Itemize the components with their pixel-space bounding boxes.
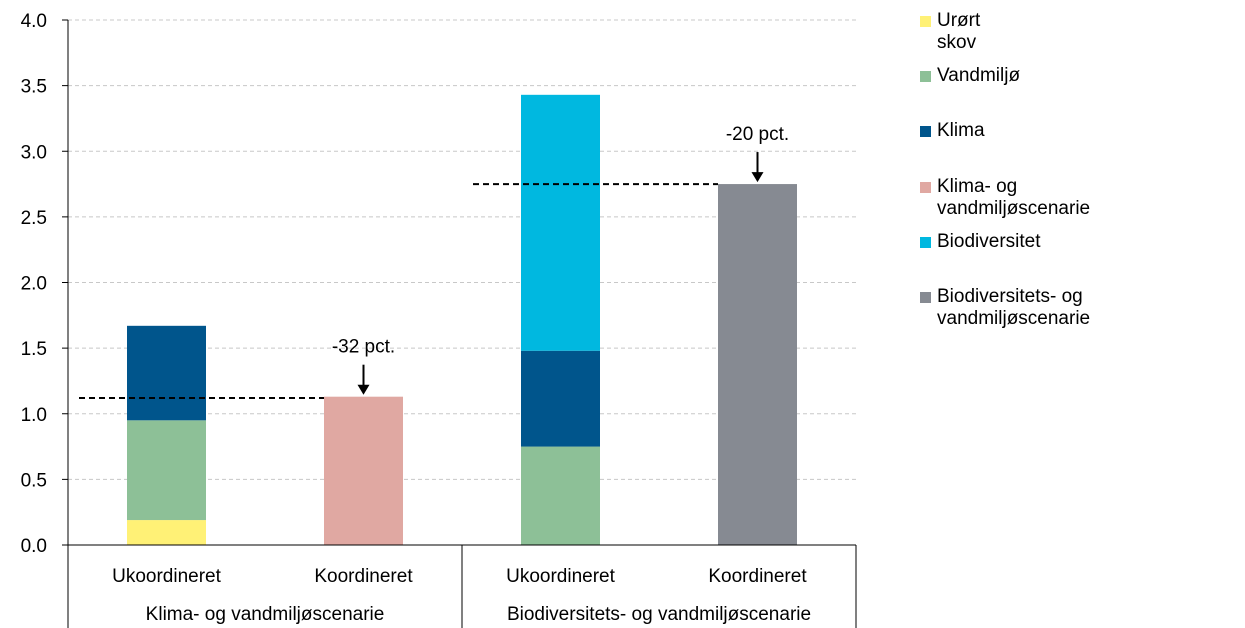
legend-label: Klima- og vandmiljøscenarie [937, 176, 1091, 219]
legend-item-biodiversitets-og-vandmiljoscenarie: Biodiversitets- og vandmiljøscenarie [920, 286, 1090, 330]
bar-segment [127, 420, 206, 521]
arrow-head [751, 172, 764, 183]
legend-item-biodiversitet: Biodiversitet [920, 231, 1041, 253]
bar-segment [127, 325, 206, 421]
bar-segment [718, 184, 797, 545]
x-category-labels: Ukoordineret Koordineret Ukoordineret Koord… [112, 566, 811, 625]
legend-swatch [920, 71, 931, 82]
legend-label: Biodiversitet [937, 231, 1041, 252]
annotation-label: -20 pct. [726, 124, 789, 145]
x-group-label: Biodiversitets- og vandmiljøscenarie [507, 604, 811, 625]
y-tick-label: 0.0 [21, 536, 47, 557]
x-category-label: Ukoordineret [506, 566, 615, 587]
legend-label: Klima [937, 120, 985, 141]
y-tick-label: 4.0 [21, 11, 47, 32]
legend-item-klima: Klima [920, 120, 985, 142]
bars [127, 94, 797, 545]
legend-item-klima-og-vandmiljoscenarie: Klima- og vandmiljøscenarie [920, 176, 1090, 220]
gridlines [68, 19, 856, 480]
legend-swatch [920, 126, 931, 137]
annotations: -32 pct. -20 pct. [332, 124, 789, 395]
y-tick-labels: 0.0 0.5 1.0 1.5 2.0 2.5 3.0 3.5 4.0 [21, 11, 47, 557]
y-tick-label: 2.5 [21, 208, 47, 229]
legend-item-urort-skov: Urørt skov [920, 10, 980, 54]
y-tick-label: 1.5 [21, 339, 47, 360]
annotation-label: -32 pct. [332, 337, 395, 358]
bar-segment [324, 396, 403, 545]
legend-label: Biodiversitets- og vandmiljøscenarie [937, 286, 1091, 329]
y-tick-label: 2.0 [21, 274, 47, 295]
reference-lines [79, 183, 718, 399]
legend-label: Urørt skov [937, 10, 981, 53]
axes [62, 19, 857, 628]
legend-swatch [920, 237, 931, 248]
x-category-label: Ukoordineret [112, 566, 221, 587]
arrow-head [357, 384, 370, 395]
y-tick-label: 3.5 [21, 77, 47, 98]
legend-swatch [920, 16, 931, 27]
legend-swatch [920, 182, 931, 193]
y-tick-label: 0.5 [21, 470, 47, 491]
y-tick-label: 1.0 [21, 405, 47, 426]
bar-segment [521, 350, 600, 447]
x-group-label: Klima- og vandmiljøscenarie [146, 604, 385, 625]
bar-segment [521, 94, 600, 351]
legend-label: Vandmiljø [937, 65, 1021, 86]
y-tick-label: 3.0 [21, 142, 47, 163]
legend-swatch [920, 292, 931, 303]
bar-segment [127, 520, 206, 545]
x-category-label: Koordineret [314, 566, 413, 587]
x-category-label: Koordineret [708, 566, 807, 587]
bar-segment [521, 446, 600, 545]
legend-item-vandmiljo: Vandmiljø [920, 65, 1020, 87]
